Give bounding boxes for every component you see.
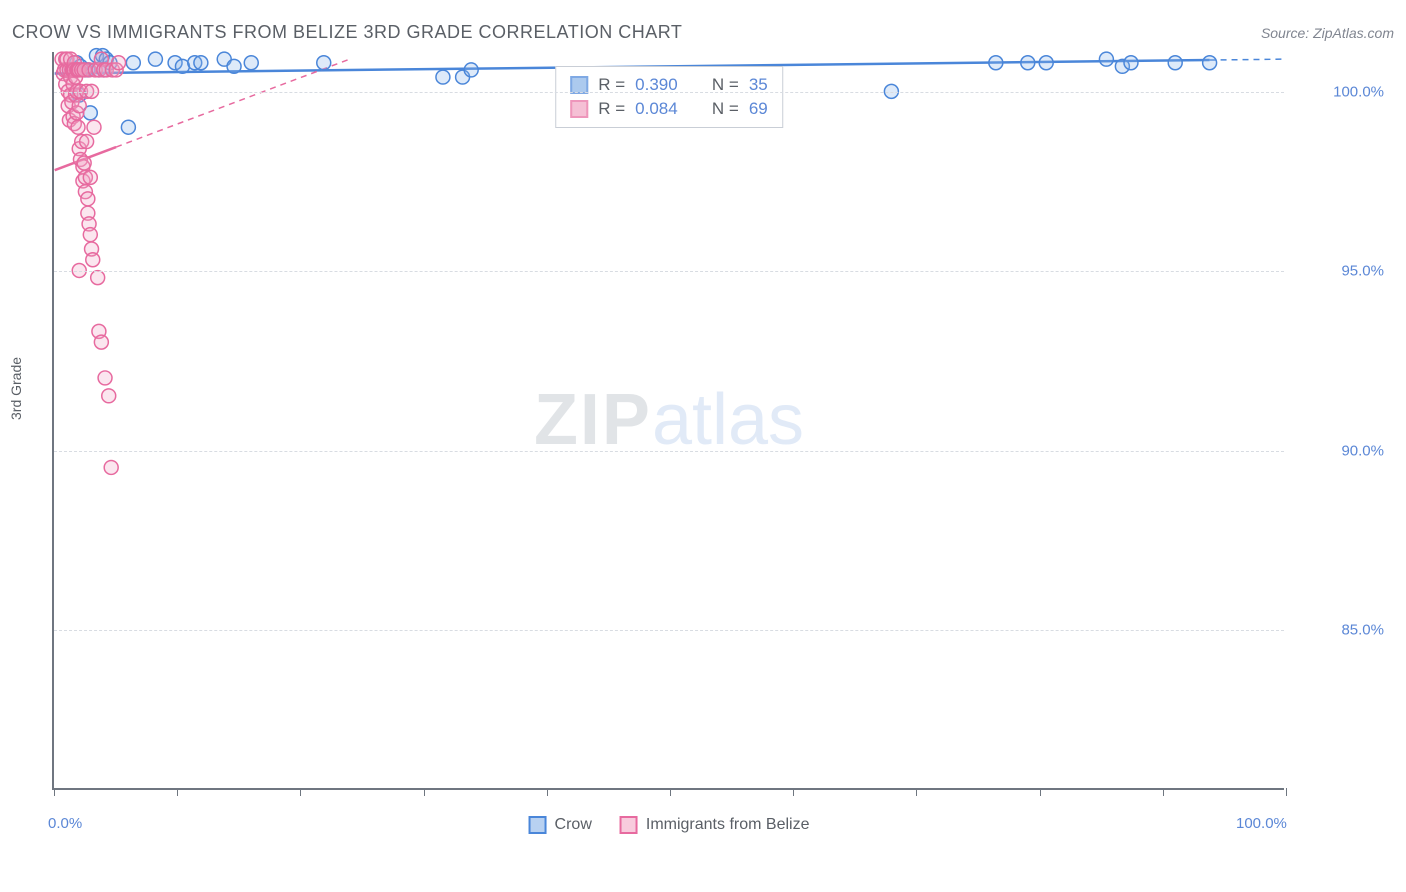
data-point	[121, 120, 135, 134]
x-tick-label: 0.0%	[48, 815, 82, 832]
data-point	[244, 56, 258, 70]
y-axis-label: 3rd Grade	[8, 357, 24, 420]
data-point	[94, 335, 108, 349]
data-point	[91, 271, 105, 285]
x-tick-label: 100.0%	[1236, 815, 1287, 832]
data-point	[436, 70, 450, 84]
data-point	[71, 120, 85, 134]
data-point	[72, 99, 86, 113]
data-point	[102, 389, 116, 403]
x-tick	[54, 788, 55, 796]
data-point	[1168, 56, 1182, 70]
gridline	[54, 271, 1284, 272]
data-point	[80, 135, 94, 149]
data-point	[86, 253, 100, 267]
data-point	[98, 371, 112, 385]
data-point	[464, 63, 478, 77]
x-tick	[1286, 788, 1287, 796]
data-point	[81, 192, 95, 206]
y-tick-label: 85.0%	[1294, 622, 1384, 639]
data-point	[1099, 52, 1113, 66]
data-point	[1039, 56, 1053, 70]
scatter-plot: ZIPatlas R = 0.390 N = 35R = 0.084 N = 6…	[52, 52, 1284, 790]
legend-item: Immigrants from Belize	[620, 816, 810, 834]
chart-title: CROW VS IMMIGRANTS FROM BELIZE 3RD GRADE…	[12, 22, 682, 43]
x-tick	[300, 788, 301, 796]
x-tick	[547, 788, 548, 796]
y-tick-label: 95.0%	[1294, 263, 1384, 280]
stats-row: R = 0.084 N = 69	[570, 97, 768, 121]
trend-line-extrapolated	[1210, 59, 1284, 60]
stats-row: R = 0.390 N = 35	[570, 73, 768, 97]
legend-label: Immigrants from Belize	[646, 816, 810, 834]
gridline	[54, 630, 1284, 631]
x-tick	[1040, 788, 1041, 796]
data-point	[194, 56, 208, 70]
data-point	[77, 156, 91, 170]
legend-swatch	[620, 816, 638, 834]
data-point	[1124, 56, 1138, 70]
data-point	[87, 120, 101, 134]
legend-swatch	[529, 816, 547, 834]
data-point	[104, 460, 118, 474]
data-point	[126, 56, 140, 70]
data-point	[989, 56, 1003, 70]
series-swatch	[570, 100, 588, 118]
legend-item: Crow	[529, 816, 592, 834]
data-point	[112, 56, 126, 70]
y-tick-label: 100.0%	[1294, 83, 1384, 100]
data-point	[83, 228, 97, 242]
x-tick	[177, 788, 178, 796]
x-tick	[670, 788, 671, 796]
data-point	[1203, 56, 1217, 70]
source-attribution: Source: ZipAtlas.com	[1261, 25, 1394, 41]
correlation-stats-box: R = 0.390 N = 35R = 0.084 N = 69	[555, 66, 783, 128]
data-point	[1021, 56, 1035, 70]
data-point	[227, 59, 241, 73]
gridline	[54, 92, 1284, 93]
data-point	[83, 170, 97, 184]
legend-label: Crow	[555, 816, 592, 834]
gridline	[54, 451, 1284, 452]
chart-legend: Crow Immigrants from Belize	[529, 816, 810, 834]
data-point	[317, 56, 331, 70]
y-tick-label: 90.0%	[1294, 442, 1384, 459]
x-tick	[793, 788, 794, 796]
data-point	[148, 52, 162, 66]
x-tick	[916, 788, 917, 796]
x-tick	[1163, 788, 1164, 796]
x-tick	[424, 788, 425, 796]
